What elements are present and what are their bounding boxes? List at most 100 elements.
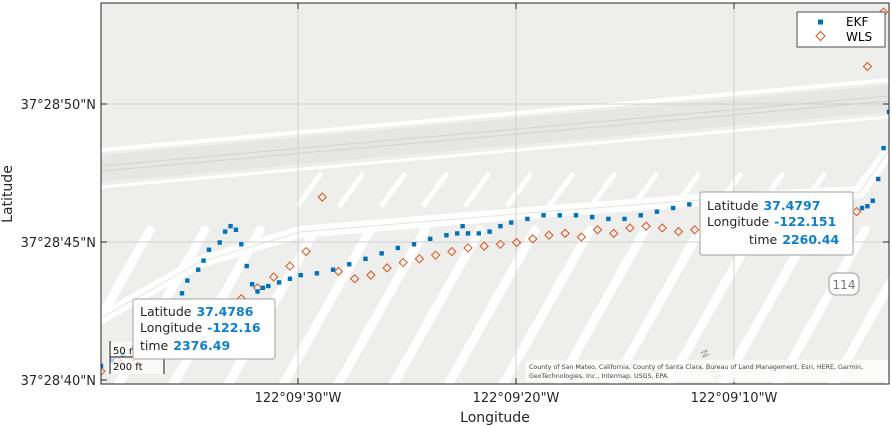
route-shield-label: 114 <box>833 278 856 292</box>
ekf-point <box>487 229 492 234</box>
ekf-point <box>476 231 482 236</box>
x-axis-label: Longitude <box>460 410 530 426</box>
ekf-point <box>670 205 676 211</box>
x-tick-label: 122°09'30"W <box>255 391 342 406</box>
ekf-point <box>195 267 201 272</box>
ekf-point <box>460 223 465 229</box>
wls-point <box>333 266 344 277</box>
ekf-point <box>541 213 546 218</box>
ekf-point <box>379 251 384 256</box>
wls-point <box>382 263 392 273</box>
ekf-point <box>881 145 886 151</box>
wls-point <box>495 239 506 250</box>
ekf-point <box>886 109 889 115</box>
y-tick-label: 37°28'40"N <box>21 374 96 389</box>
ekf-point <box>239 242 244 247</box>
ekf-point <box>870 198 876 203</box>
axes-box <box>100 2 890 385</box>
ekf-point <box>589 214 595 220</box>
ekf-point <box>101 363 104 369</box>
wls-point <box>544 230 554 240</box>
wls-point <box>349 274 360 284</box>
ekf-point <box>347 262 352 267</box>
ekf-point <box>444 233 449 238</box>
legend[interactable]: EKF WLS <box>796 11 886 48</box>
wls-point <box>689 225 700 235</box>
ekf-point <box>622 216 627 222</box>
y-tick-label: 37°28'50"N <box>21 98 96 113</box>
ekf-point <box>411 242 417 247</box>
wls-point <box>398 257 408 268</box>
ekf-point <box>428 236 433 242</box>
wls-point <box>317 192 327 202</box>
ekf-point <box>395 245 401 251</box>
wls-point <box>430 250 441 260</box>
ekf-point <box>525 216 530 222</box>
wls-point <box>625 223 635 233</box>
ekf-point <box>201 258 206 263</box>
ekf-point <box>687 202 692 207</box>
ekf-point <box>363 256 368 262</box>
wls-point <box>851 206 862 217</box>
ekf-point <box>266 283 271 289</box>
y-axis-label: Latitude <box>0 165 16 223</box>
wls-point <box>511 237 522 248</box>
wls-point <box>592 225 603 235</box>
ekf-point <box>244 263 249 269</box>
datatip[interactable]: Latitude 37.4786 Longitude -122.16 time 237… <box>132 298 276 360</box>
svg-text:Longitude-122.151: Longitude -122.151 <box>707 214 836 229</box>
ekf-point <box>573 213 579 218</box>
ekf-point <box>330 267 336 272</box>
wls-point <box>301 246 311 257</box>
wls-point <box>269 272 279 282</box>
ekf-point <box>179 291 185 296</box>
y-tick-label: 37°28'45"N <box>21 236 96 251</box>
ekf-point <box>287 276 293 281</box>
ekf-point <box>298 272 303 278</box>
wls-point <box>285 261 295 271</box>
svg-text:Longitude-122.16: Longitude -122.16 <box>140 320 261 335</box>
ekf-point <box>249 282 255 287</box>
wls-point <box>576 232 587 242</box>
legend-ekf-marker <box>818 19 823 25</box>
ekf-point <box>876 176 881 182</box>
wls-point <box>414 254 425 264</box>
ekf-point <box>859 205 865 211</box>
wls-point <box>560 228 570 239</box>
wls-point <box>528 234 538 244</box>
legend-wls-label: WLS <box>846 30 872 44</box>
ekf-point <box>276 280 282 285</box>
ekf-point <box>638 213 643 218</box>
ekf-point <box>260 285 266 291</box>
wls-point <box>673 226 684 237</box>
ekf-point <box>455 231 460 236</box>
ekf-point <box>508 220 514 225</box>
legend-ekf-label: EKF <box>846 15 868 29</box>
scale-metric: 50 m <box>113 346 139 357</box>
ekf-point <box>228 223 233 229</box>
wls-point <box>657 223 668 233</box>
ekf-point <box>865 204 870 209</box>
legend-wls-marker <box>815 30 826 42</box>
ekf-point <box>498 223 503 229</box>
wls-point <box>609 228 619 239</box>
wls-point <box>479 241 489 251</box>
ekf-point <box>314 271 320 276</box>
route-114-shield: 114 <box>828 272 860 296</box>
ekf-point <box>255 289 260 294</box>
datatip[interactable]: Latitude 37.4797 Longitude -122.151 time 22… <box>699 191 854 256</box>
wls-point <box>101 366 106 377</box>
x-tick-label: 122°09'20"W <box>473 391 560 406</box>
ekf-point <box>233 227 239 232</box>
x-tick-label: 122°09'10"W <box>691 391 778 406</box>
map-attribution: County of San Mateo, California, County … <box>526 360 888 382</box>
wls-point <box>366 270 376 280</box>
scale-imperial: 200 ft <box>113 362 143 373</box>
ekf-point <box>557 213 562 218</box>
wls-point <box>862 61 873 72</box>
